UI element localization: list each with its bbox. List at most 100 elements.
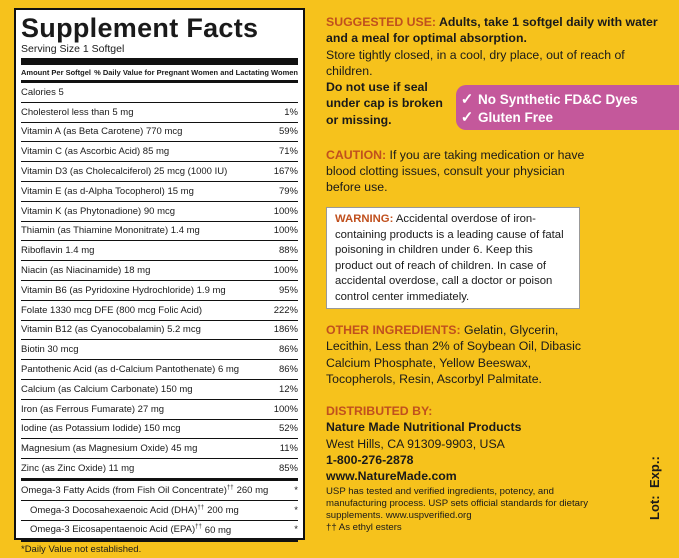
nutrient-dv: 100% — [273, 403, 298, 415]
omega-name: Omega-3 Fatty Acids (from Fish Oil Conce… — [21, 484, 227, 496]
nutrient-name: Folate 1330 mcg DFE (800 mcg Folic Acid) — [21, 304, 203, 316]
nutrient-row: Riboflavin 1.4 mg 88% — [21, 241, 298, 262]
warning-box: WARNING: Accidental overdose of iron-con… — [326, 207, 580, 309]
warning-label: WARNING: — [335, 213, 394, 225]
nutrient-name: Iron (as Ferrous Fumarate) 27 mg — [21, 403, 165, 415]
nutrient-row: Vitamin K (as Phytonadione) 90 mcg 100% — [21, 202, 298, 222]
check-icon: ✓ — [460, 109, 474, 126]
thick-divider — [21, 58, 298, 65]
nutrient-row: Calories 5 — [21, 83, 298, 103]
nutrient-dv: 12% — [278, 383, 298, 395]
badge-text-dyes: No Synthetic FD&C Dyes — [478, 91, 638, 107]
nutrient-dv: 100% — [273, 205, 298, 217]
omega-label: Omega-3 Docosahexaenoic Acid (DHA)†† 200 … — [30, 505, 239, 516]
nutrient-row: Vitamin B12 (as Cyanocobalamin) 5.2 mcg 1… — [21, 321, 298, 341]
omega-label: Omega-3 Eicosapentaenoic Acid (EPA)†† 60 … — [30, 524, 231, 535]
nutrient-row: Biotin 30 mcg 86% — [21, 340, 298, 361]
nutrient-dv: 86% — [278, 344, 298, 356]
ingredients-label: OTHER INGREDIENTS: — [326, 323, 461, 337]
facts-title: Supplement Facts — [21, 13, 259, 43]
distributor-section: DISTRIBUTED BY: Nature Made Nutritional … — [326, 403, 588, 534]
nutrient-row: Thiamin (as Thiamine Mononitrate) 1.4 mg… — [21, 222, 298, 242]
omega-dv: * — [294, 504, 298, 516]
omega-rows: Omega-3 Fatty Acids (from Fish Oil Conce… — [21, 481, 298, 539]
omega-amount: 260 mg — [236, 484, 269, 496]
dv-header: % Daily Value for Pregnant Women and Lac… — [94, 68, 298, 77]
caution-section: CAUTION: If you are taking medication or… — [326, 147, 594, 196]
distributor-address: West Hills, CA 91309-9903, USA — [326, 436, 505, 451]
ethyl-mark: †† — [197, 504, 205, 511]
nutrient-name: Vitamin E (as d-Alpha Tocopherol) 15 mg — [21, 185, 194, 197]
omega-dv: * — [294, 484, 298, 496]
nutrient-row: Magnesium (as Magnesium Oxide) 45 mg 11% — [21, 439, 298, 460]
nutrient-name: Magnesium (as Magnesium Oxide) 45 mg — [21, 443, 198, 455]
nutrient-rows: Calories 5 Cholesterol less than 5 mg 1% Vi… — [21, 83, 298, 478]
nutrient-row: Vitamin A (as Beta Carotene) 770 mcg 59% — [21, 123, 298, 143]
omega-amount: 200 mg — [207, 504, 239, 516]
suggested-use-section: SUGGESTED USE: Adults, take 1 softgel da… — [326, 14, 671, 128]
nutrient-row: Iron (as Ferrous Fumarate) 27 mg 100% — [21, 400, 298, 420]
footnote-divider — [21, 539, 298, 543]
nutrient-dv: 222% — [273, 304, 298, 316]
storage-text: Store tightly closed, in a cool, dry pla… — [326, 47, 625, 78]
amount-header: Amount Per Softgel — [21, 68, 92, 77]
suggested-use-label: SUGGESTED USE: — [326, 15, 437, 29]
nutrient-dv: 71% — [278, 146, 298, 158]
omega-amount: 60 mg — [204, 524, 232, 536]
nutrient-name: Cholesterol less than 5 mg — [21, 106, 134, 118]
ethyl-esters-note: †† As ethyl esters — [326, 522, 402, 534]
omega-divider — [21, 477, 298, 481]
nutrient-name: Vitamin A (as Beta Carotene) 770 mcg — [21, 126, 183, 138]
warning-text: Accidental overdose of iron-containing p… — [335, 213, 564, 303]
nutrient-name: Iodine (as Potassium Iodide) 150 mcg — [21, 423, 181, 435]
nutrient-dv: 95% — [278, 284, 298, 296]
nutrient-dv: 11% — [279, 443, 298, 455]
nutrient-row: Cholesterol less than 5 mg 1% — [21, 103, 298, 123]
nutrient-dv: 79% — [278, 185, 298, 197]
nutrient-name: Vitamin C (as Ascorbic Acid) 85 mg — [21, 146, 170, 158]
ingredients-text: Gelatin, Glycerin, Lecithin, Less than 2… — [326, 323, 581, 387]
nutrient-dv: 88% — [278, 245, 298, 257]
ingredients-section: OTHER INGREDIENTS: Gelatin, Glycerin, Le… — [326, 322, 588, 388]
distributor-phone: 1-800-276-2878 — [326, 452, 414, 467]
nutrient-row: Folate 1330 mcg DFE (800 mcg Folic Acid)… — [21, 301, 298, 321]
badge-text-gluten: Gluten Free — [478, 109, 554, 125]
distributor-label: DISTRIBUTED BY: — [326, 404, 433, 418]
ethyl-mark: †† — [195, 524, 202, 531]
nutrient-name: Vitamin B12 (as Cyanocobalamin) 5.2 mcg — [21, 324, 201, 336]
supplement-facts-panel: Supplement Facts Serving Size 1 Softgel … — [14, 8, 305, 555]
nutrient-dv: 59% — [278, 126, 298, 138]
omega-name: Omega-3 Docosahexaenoic Acid (DHA) — [30, 504, 198, 516]
nutrient-name: Pantothenic Acid (as d-Calcium Pantothen… — [21, 364, 240, 376]
omega-row: Omega-3 Docosahexaenoic Acid (DHA)†† 200 … — [21, 501, 298, 521]
lot-label: Lot: — [647, 495, 662, 520]
nutrient-row: Calcium (as Calcium Carbonate) 150 mg 12% — [21, 380, 298, 400]
nutrient-row: Niacin (as Niacinamide) 18 mg 100% — [21, 261, 298, 281]
nutrient-name: Zinc (as Zinc Oxide) 11 mg — [21, 463, 135, 475]
omega-dv: * — [294, 524, 298, 536]
ethyl-mark: †† — [226, 484, 234, 491]
facts-header: Amount Per Softgel % Daily Value for Pre… — [21, 65, 298, 80]
nutrient-row: Zinc (as Zinc Oxide) 11 mg 85% — [21, 459, 298, 478]
nutrient-name: Biotin 30 mcg — [21, 344, 79, 356]
distributor-name: Nature Made Nutritional Products — [326, 420, 522, 435]
feature-badge: ✓ No Synthetic FD&C Dyes ✓ Gluten Free — [456, 85, 679, 130]
nutrient-name: Niacin (as Niacinamide) 18 mg — [21, 265, 151, 277]
nutrient-dv: 85% — [278, 463, 298, 475]
nutrient-dv: 86% — [278, 364, 298, 376]
nutrient-row: Pantothenic Acid (as d-Calcium Pantothen… — [21, 360, 298, 380]
nutrient-row: Iodine (as Potassium Iodide) 150 mcg 52% — [21, 420, 298, 440]
seal-text: Do not use if seal under cap is broken o… — [326, 80, 443, 127]
nutrient-name: Riboflavin 1.4 mg — [21, 245, 95, 257]
suggested-use: SUGGESTED USE: Adults, take 1 softgel da… — [326, 14, 671, 47]
nutrient-name: Calcium (as Calcium Carbonate) 150 mg — [21, 383, 193, 395]
nutrient-row: Vitamin B6 (as Pyridoxine Hydrochloride)… — [21, 281, 298, 301]
exp-label: Exp.: — [647, 456, 662, 488]
suggested-use-text: Adults, take 1 softgel daily with water … — [326, 15, 658, 46]
header-divider — [21, 80, 298, 83]
nutrient-dv: 167% — [273, 166, 298, 178]
nutrient-row: Vitamin D3 (as Cholecalciferol) 25 mcg (… — [21, 162, 298, 182]
nutrient-dv: 100% — [273, 225, 298, 237]
serving-size: Serving Size 1 Softgel — [21, 43, 125, 55]
badge-line-dyes: ✓ No Synthetic FD&C Dyes — [456, 90, 679, 108]
